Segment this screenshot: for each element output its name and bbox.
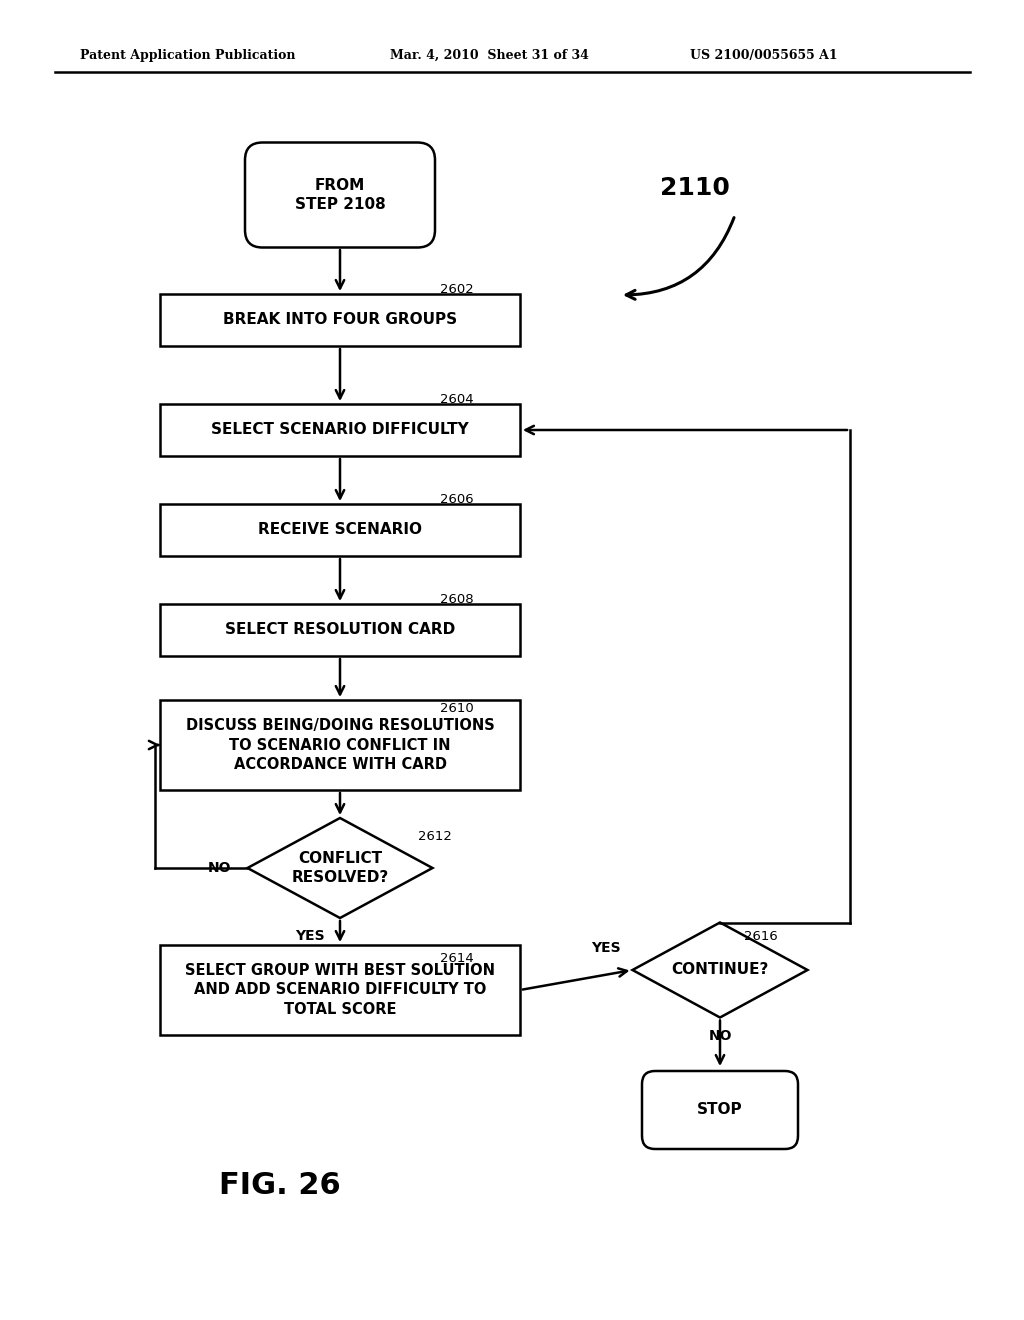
Text: US 2100/0055655 A1: US 2100/0055655 A1 — [690, 49, 838, 62]
Text: YES: YES — [591, 941, 621, 954]
Text: 2602: 2602 — [440, 282, 474, 296]
Text: Patent Application Publication: Patent Application Publication — [80, 49, 296, 62]
Bar — [160, 945, 520, 1035]
Text: NO: NO — [208, 861, 231, 875]
Text: 2604: 2604 — [440, 393, 474, 407]
Text: 2616: 2616 — [744, 931, 778, 942]
Text: SELECT SCENARIO DIFFICULTY: SELECT SCENARIO DIFFICULTY — [211, 422, 469, 437]
Bar — [160, 700, 520, 789]
Text: 2110: 2110 — [660, 176, 730, 201]
Text: Mar. 4, 2010  Sheet 31 of 34: Mar. 4, 2010 Sheet 31 of 34 — [390, 49, 589, 62]
Text: YES: YES — [295, 929, 325, 942]
Bar — [160, 605, 520, 656]
Bar — [160, 404, 520, 455]
Text: 2614: 2614 — [440, 952, 474, 965]
Text: BREAK INTO FOUR GROUPS: BREAK INTO FOUR GROUPS — [223, 313, 457, 327]
Text: STOP: STOP — [697, 1102, 742, 1118]
Text: DISCUSS BEING/DOING RESOLUTIONS
TO SCENARIO CONFLICT IN
ACCORDANCE WITH CARD: DISCUSS BEING/DOING RESOLUTIONS TO SCENA… — [185, 718, 495, 772]
Text: RECEIVE SCENARIO: RECEIVE SCENARIO — [258, 523, 422, 537]
Bar — [160, 294, 520, 346]
Text: 2612: 2612 — [418, 830, 452, 843]
Text: SELECT GROUP WITH BEST SOLUTION
AND ADD SCENARIO DIFFICULTY TO
TOTAL SCORE: SELECT GROUP WITH BEST SOLUTION AND ADD … — [185, 962, 495, 1018]
Text: CONTINUE?: CONTINUE? — [672, 962, 769, 978]
Text: FIG. 26: FIG. 26 — [219, 1171, 341, 1200]
Text: NO: NO — [709, 1028, 732, 1043]
Bar — [160, 504, 520, 556]
Text: 2610: 2610 — [440, 702, 474, 715]
Text: 2606: 2606 — [440, 492, 474, 506]
Text: SELECT RESOLUTION CARD: SELECT RESOLUTION CARD — [225, 623, 455, 638]
Text: FROM
STEP 2108: FROM STEP 2108 — [295, 178, 385, 213]
Text: 2608: 2608 — [440, 593, 474, 606]
Text: CONFLICT
RESOLVED?: CONFLICT RESOLVED? — [292, 850, 389, 886]
